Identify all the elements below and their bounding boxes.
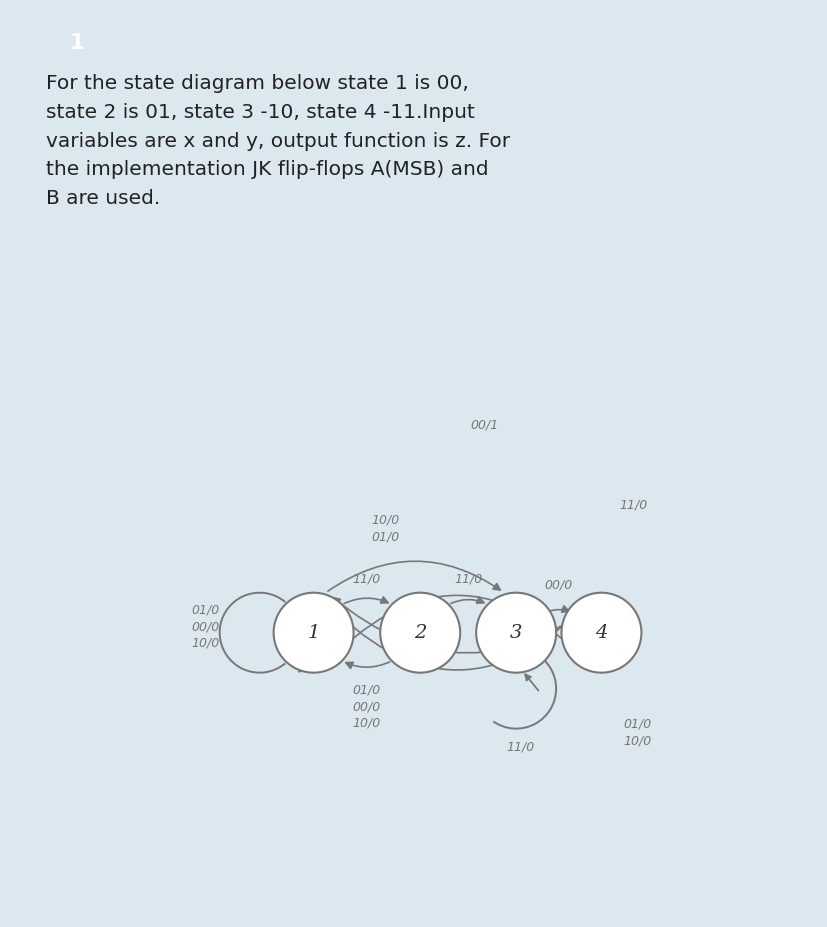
Text: 01/0
00/0
10/0: 01/0 00/0 10/0 [191,603,219,650]
Circle shape [273,592,353,673]
Text: 00/0: 00/0 [544,578,572,591]
Text: 1: 1 [69,32,84,53]
Text: 11/0: 11/0 [453,572,481,585]
Text: 00/1: 00/1 [470,418,498,431]
Text: 11/0: 11/0 [352,572,380,585]
Text: 10/0
01/0: 10/0 01/0 [371,514,399,543]
Text: 3: 3 [509,624,522,641]
Text: 01/0
10/0: 01/0 10/0 [623,717,651,747]
Circle shape [561,592,641,673]
Text: 1: 1 [307,624,319,641]
Circle shape [380,592,460,673]
Text: 11/0: 11/0 [619,498,647,512]
Text: 11/0: 11/0 [505,740,533,753]
Circle shape [476,592,556,673]
Text: 01/0
00/0
10/0: 01/0 00/0 10/0 [352,683,380,730]
Text: 4: 4 [595,624,607,641]
Text: 2: 2 [414,624,426,641]
Text: For the state diagram below state 1 is 00,
state 2 is 01, state 3 -10, state 4 -: For the state diagram below state 1 is 0… [45,74,509,209]
